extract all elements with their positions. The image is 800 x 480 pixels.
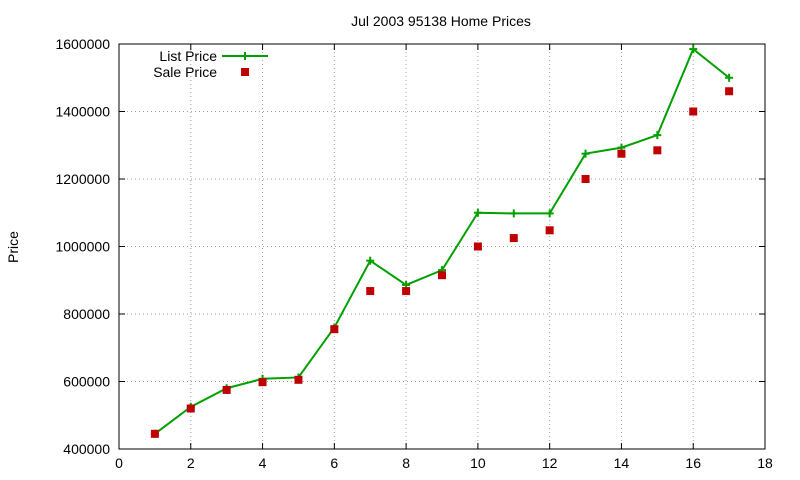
data-point-list-price bbox=[366, 256, 375, 265]
data-point-list-price bbox=[725, 73, 734, 82]
data-point-list-price bbox=[545, 209, 554, 218]
data-point-sale-price bbox=[186, 404, 195, 413]
data-point-sale-price bbox=[150, 429, 159, 438]
data-point-sale-price bbox=[402, 287, 411, 296]
data-point-sale-price bbox=[330, 325, 339, 334]
y-tick-label: 1400000 bbox=[55, 104, 110, 120]
data-point-list-price bbox=[473, 208, 482, 217]
data-point-sale-price bbox=[653, 146, 662, 155]
data-point-list-price bbox=[509, 209, 518, 218]
y-tick-label: 800000 bbox=[63, 306, 110, 322]
x-tick-label: 8 bbox=[402, 455, 410, 471]
x-tick-label: 4 bbox=[259, 455, 267, 471]
data-point-sale-price bbox=[725, 87, 734, 96]
data-point-list-price bbox=[689, 45, 698, 54]
y-tick-label: 1000000 bbox=[55, 239, 110, 255]
x-tick-label: 0 bbox=[115, 455, 123, 471]
data-point-list-price bbox=[653, 131, 662, 140]
x-tick-label: 6 bbox=[330, 455, 338, 471]
legend-marker-sale-price bbox=[241, 68, 249, 76]
data-point-sale-price bbox=[473, 242, 482, 251]
series-line-list-price bbox=[154, 47, 730, 435]
data-point-sale-price bbox=[581, 175, 590, 183]
data-point-sale-price bbox=[509, 234, 518, 243]
x-tick-label: 10 bbox=[470, 455, 486, 471]
legend: List Price Sale Price bbox=[153, 48, 268, 80]
x-tick-label: 2 bbox=[187, 455, 195, 471]
x-tick-label: 18 bbox=[757, 455, 773, 471]
legend-marker-list-price bbox=[241, 52, 249, 60]
axis-ticks: 0 2 4 6 8 10 12 14 16 18 400000 600000 800000 1000000… bbox=[55, 36, 773, 471]
legend-label-sale-price: Sale Price bbox=[153, 64, 217, 80]
data-point-sale-price bbox=[366, 287, 375, 296]
data-point-list-price bbox=[581, 149, 590, 158]
chart-title: Jul 2003 95138 Home Prices bbox=[351, 13, 531, 29]
y-tick-label: 600000 bbox=[63, 374, 110, 390]
data-point-sale-price bbox=[294, 375, 303, 384]
data-point-sale-price bbox=[222, 385, 231, 394]
data-point-sale-price bbox=[438, 271, 446, 280]
grid-lines bbox=[119, 44, 765, 449]
y-tick-label: 400000 bbox=[63, 441, 110, 457]
y-axis-label: Price bbox=[5, 231, 21, 263]
y-tick-label: 1600000 bbox=[55, 36, 110, 52]
data-point-sale-price bbox=[689, 107, 698, 116]
legend-cross bbox=[241, 52, 249, 60]
x-tick-label: 14 bbox=[614, 455, 630, 471]
x-tick-label: 16 bbox=[685, 455, 701, 471]
data-point-sale-price bbox=[258, 378, 267, 387]
data-point-sale-price bbox=[545, 226, 554, 235]
data-point-sale-price bbox=[617, 149, 626, 158]
legend-label-list-price: List Price bbox=[159, 48, 217, 64]
series-layer bbox=[150, 45, 734, 438]
y-tick-label: 1200000 bbox=[55, 171, 110, 187]
x-tick-label: 12 bbox=[542, 455, 558, 471]
